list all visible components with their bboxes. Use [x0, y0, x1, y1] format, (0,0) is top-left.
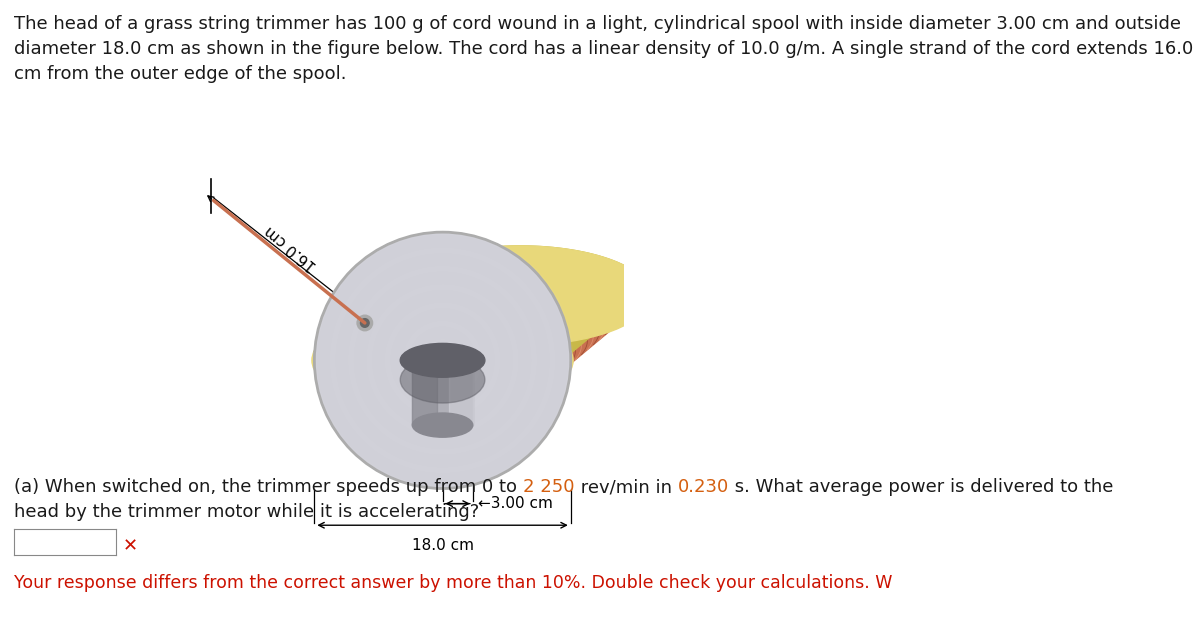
Polygon shape: [449, 360, 473, 425]
Text: 0.230: 0.230: [677, 478, 728, 496]
Text: 18.0 cm: 18.0 cm: [412, 538, 474, 553]
Circle shape: [358, 315, 372, 331]
Polygon shape: [413, 360, 437, 425]
Ellipse shape: [413, 348, 473, 373]
Circle shape: [314, 232, 571, 489]
Polygon shape: [335, 250, 641, 375]
Text: diameter 18.0 cm as shown in the figure below. The cord has a linear density of : diameter 18.0 cm as shown in the figure …: [14, 40, 1194, 58]
Text: cm from the outer edge of the spool.: cm from the outer edge of the spool.: [14, 65, 347, 83]
Text: s. What average power is delivered to the: s. What average power is delivered to th…: [728, 478, 1114, 496]
Ellipse shape: [401, 344, 485, 377]
Text: ✕: ✕: [122, 537, 138, 555]
Text: 16.0 cm: 16.0 cm: [262, 223, 320, 273]
Text: (a) When switched on, the trimmer speeds up from 0 to: (a) When switched on, the trimmer speeds…: [14, 478, 523, 496]
Ellipse shape: [390, 246, 650, 345]
Polygon shape: [413, 360, 473, 425]
Text: head by the trimmer motor while it is accelerating?: head by the trimmer motor while it is ac…: [14, 503, 480, 521]
Text: rev/min in: rev/min in: [575, 478, 678, 496]
Polygon shape: [313, 246, 649, 352]
Ellipse shape: [312, 311, 574, 410]
Circle shape: [360, 318, 370, 327]
Ellipse shape: [401, 357, 485, 403]
Ellipse shape: [416, 350, 468, 371]
Text: Your response differs from the correct answer by more than 10%. Double check you: Your response differs from the correct a…: [14, 574, 893, 592]
Text: The head of a grass string trimmer has 100 g of cord wound in a light, cylindric: The head of a grass string trimmer has 1…: [14, 15, 1182, 33]
Text: 2 250: 2 250: [523, 478, 575, 496]
Text: ←3.00 cm: ←3.00 cm: [478, 496, 553, 511]
Ellipse shape: [413, 413, 473, 437]
Ellipse shape: [400, 250, 641, 341]
